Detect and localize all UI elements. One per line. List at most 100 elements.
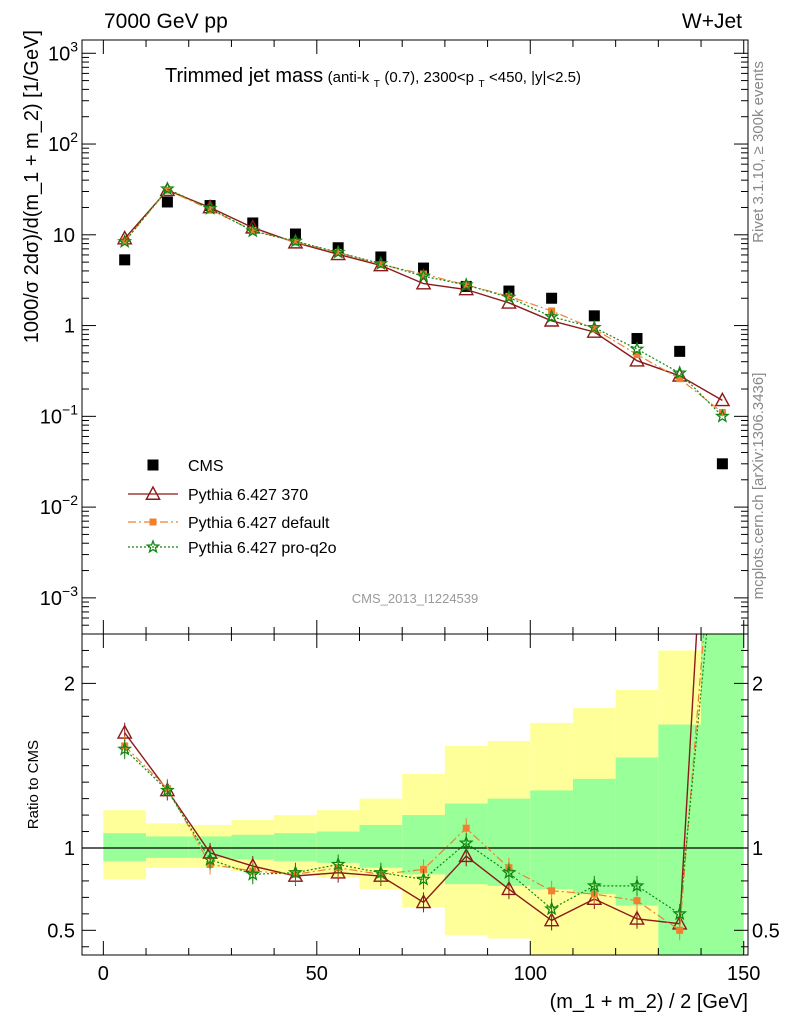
plot-title-detail-1: (anti-k <box>328 69 370 86</box>
plot-title-sub-1: T <box>374 79 380 90</box>
ratio-y-tick-label-right: 2 <box>752 673 763 695</box>
main-point-pythia-6-427-default <box>377 261 385 269</box>
legend-marker-cms <box>147 459 159 471</box>
main-line-pythia-6-427-pro-q2o <box>124 188 723 417</box>
ratio-point-pythia-6-427-370 <box>543 911 560 927</box>
mcplots-source-label: mcplots.cern.ch [arXiv:1306.3436] <box>750 373 767 600</box>
legend: CMS Pythia 6.427 370 Pythia 6.427 default P… <box>128 458 337 557</box>
main-point-cms <box>674 345 686 357</box>
main-point-pythia-6-427-pro-q2o <box>714 408 730 423</box>
legend-marker-pythia-6-427-default <box>149 518 157 526</box>
main-point-pythia-6-427-pro-q2o <box>117 233 133 249</box>
ratio-point-pythia-6-427-pro-q2o <box>416 871 431 886</box>
main-point-cms <box>588 310 600 322</box>
main-point-pythia-6-427-default <box>249 226 257 234</box>
ratio-point-pythia-6-427-pro-q2o <box>458 835 474 850</box>
main-y-tick-label: 10−3 <box>40 583 78 610</box>
main-frame <box>81 39 749 635</box>
main-point-pythia-6-427-pro-q2o <box>629 341 645 356</box>
plot-title-detail-3: <450, |y|<2.5) <box>489 69 581 86</box>
main-point-pythia-6-427-default <box>163 186 171 194</box>
ratio-point-pythia-6-427-pro-q2o <box>544 901 560 916</box>
main-point-pythia-6-427-default <box>206 206 214 214</box>
ratio-point-pythia-6-427-370 <box>586 890 603 905</box>
main-y-tick-label: 103 <box>48 38 78 65</box>
ratio-y-tick-label-right: 1 <box>752 838 763 860</box>
main-point-cms <box>119 254 131 266</box>
ratio-point-pythia-6-427-pro-q2o <box>373 864 389 880</box>
ratio-panel-data <box>116 634 708 941</box>
legend-marker-pythia-6-427-370 <box>145 485 161 500</box>
main-point-pythia-6-427-pro-q2o <box>202 200 218 215</box>
main-point-cms <box>418 262 430 274</box>
x-axis-label: (m_1 + m_2) / 2 [GeV] <box>550 991 748 1013</box>
header-energy-label: 7000 GeV pp <box>104 10 228 33</box>
ratio-point-pythia-6-427-default <box>462 824 470 832</box>
plot-title-main: Trimmed jet mass <box>165 65 323 87</box>
main-point-pythia-6-427-pro-q2o <box>586 319 602 334</box>
ratio-point-pythia-6-427-pro-q2o <box>117 741 133 756</box>
legend-label-cms: CMS <box>188 458 224 475</box>
x-tick-label: 0 <box>98 963 109 985</box>
main-y-axis-label: 1000/σ 2dσ)/d(m_1 + m_2) [1/GeV] <box>21 30 43 343</box>
main-point-pythia-6-427-default <box>334 248 342 256</box>
main-point-pythia-6-427-default <box>590 325 598 333</box>
main-point-cms <box>161 196 173 208</box>
ratio-point-pythia-6-427-pro-q2o <box>501 864 517 880</box>
plot-title-sub-2: T <box>478 79 484 90</box>
ratio-band-inner <box>530 790 573 890</box>
ratio-frame <box>81 633 749 956</box>
ratio-point-pythia-6-427-default <box>676 926 684 934</box>
ratio-point-pythia-6-427-pro-q2o <box>629 878 645 893</box>
header-process-label: W+Jet <box>682 10 742 33</box>
ratio-point-pythia-6-427-pro-q2o <box>330 856 346 871</box>
ratio-band-inner <box>274 833 317 862</box>
ratio-panel-axes: 0.5 0.5 1 1 2 2 0 50 100 150 <box>47 633 780 985</box>
main-point-cms <box>716 458 728 470</box>
plot-title-detail-2: (0.7), 2300<p <box>384 69 474 86</box>
ratio-point-pythia-6-427-pro-q2o <box>288 864 303 880</box>
rivet-version-label: Rivet 3.1.10, ≥ 300k events <box>750 61 767 243</box>
ratio-point-pythia-6-427-370 <box>458 847 475 863</box>
main-point-cms <box>204 200 216 212</box>
main-point-pythia-6-427-pro-q2o <box>672 365 688 380</box>
analysis-id-label: CMS_2013_I1224539 <box>352 591 479 606</box>
legend-label-pythia-6-427-pro-q2o: Pythia 6.427 pro-q2o <box>188 540 337 557</box>
ratio-band-inner <box>701 634 744 955</box>
ratio-point-pythia-6-427-370 <box>415 893 432 909</box>
ratio-y-tick-label-right: 0.5 <box>752 920 780 942</box>
main-y-tick-label: 10−1 <box>40 401 78 428</box>
main-y-tick-label: 1 <box>64 316 75 338</box>
main-point-pythia-6-427-pro-q2o <box>288 233 303 248</box>
ratio-band-inner <box>572 778 616 895</box>
main-point-pythia-6-427-default <box>420 270 428 278</box>
main-point-pythia-6-427-default <box>505 292 513 300</box>
main-panel-axes: 10−3 10−2 10−1 1 10 102 103 <box>40 38 749 635</box>
main-y-tick-label: 102 <box>48 129 78 156</box>
main-point-cms <box>546 292 558 304</box>
legend-entry-cms: CMS <box>147 458 224 475</box>
main-point-pythia-6-427-370 <box>629 352 645 367</box>
main-point-pythia-6-427-pro-q2o <box>416 268 431 283</box>
legend-label-pythia-6-427-370: Pythia 6.427 370 <box>188 487 308 504</box>
main-point-pythia-6-427-pro-q2o <box>458 277 474 292</box>
main-point-pythia-6-427-default <box>718 409 726 417</box>
main-point-pythia-6-427-370 <box>714 391 731 407</box>
ratio-y-tick-label: 2 <box>64 673 75 695</box>
ratio-band-inner <box>359 824 403 868</box>
main-point-cms <box>247 217 259 229</box>
main-line-pythia-6-427-default <box>124 189 723 414</box>
x-tick-label: 100 <box>514 963 547 985</box>
ratio-point-pythia-6-427-370 <box>501 880 517 896</box>
ratio-band-inner <box>103 833 147 862</box>
ratio-point-pythia-6-427-pro-q2o <box>159 782 175 797</box>
legend-entry-pythia-6-427-pro-q2o: Pythia 6.427 pro-q2o <box>128 539 337 557</box>
legend-label-pythia-6-427-default: Pythia 6.427 default <box>188 515 330 532</box>
ratio-band-inner <box>146 836 189 858</box>
ratio-point-pythia-6-427-default <box>548 887 556 895</box>
ratio-line-pythia-6-427-default <box>124 634 705 932</box>
ratio-y-tick-label: 0.5 <box>47 920 75 942</box>
main-point-pythia-6-427-pro-q2o <box>544 308 560 324</box>
main-point-pythia-6-427-default <box>462 281 470 289</box>
ratio-y-tick-label: 1 <box>64 838 75 860</box>
